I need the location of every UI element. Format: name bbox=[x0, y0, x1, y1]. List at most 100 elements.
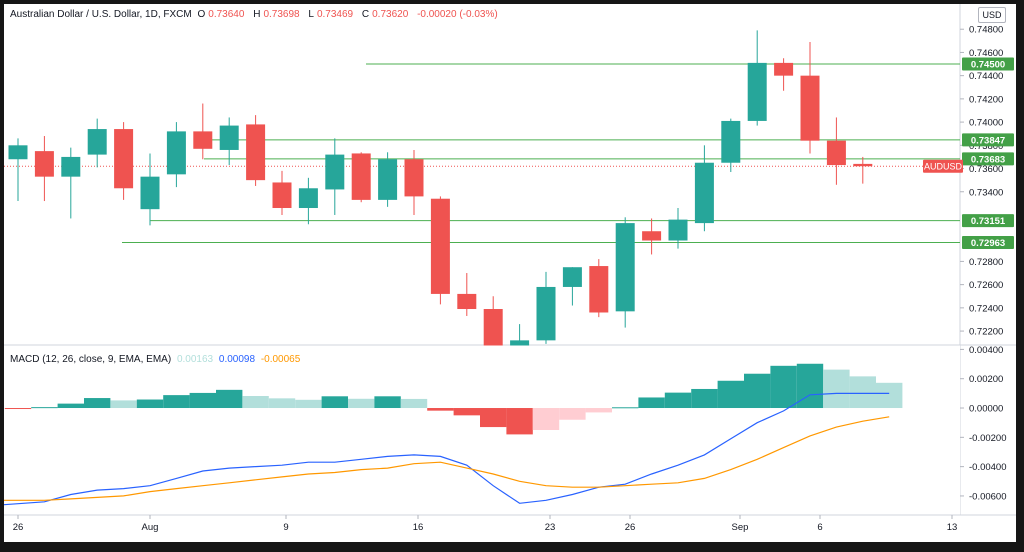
macd-histogram-bar bbox=[770, 365, 797, 409]
macd-tick-label: -0.00400 bbox=[969, 462, 1007, 473]
candle-body bbox=[87, 129, 107, 155]
macd-lines bbox=[4, 392, 890, 506]
macd-tick-label: -0.00600 bbox=[969, 491, 1007, 502]
macd-histogram-bar bbox=[612, 407, 639, 409]
candle-body bbox=[8, 145, 28, 160]
macd-histogram-bar bbox=[717, 380, 744, 409]
macd-histogram-bar bbox=[664, 392, 692, 409]
symbol-price-label: AUDUSD bbox=[924, 162, 963, 172]
candle-body bbox=[615, 223, 635, 312]
price-tick-label: 0.72600 bbox=[969, 280, 1003, 291]
macd-title[interactable]: MACD (12, 26, close, 9, EMA, EMA) bbox=[10, 354, 172, 365]
chart-window: 0.74800 0.74600 0.74400 0.74200 0.74000 0.738… bbox=[4, 4, 1016, 542]
candle-body bbox=[562, 267, 582, 287]
candle-body bbox=[193, 131, 213, 149]
level-price-badge bbox=[962, 57, 1014, 71]
time-tick-label: 13 bbox=[947, 522, 958, 533]
time-tick-label: 16 bbox=[413, 522, 424, 533]
macd-histogram-bar bbox=[532, 408, 560, 430]
symbol-price-badge bbox=[923, 159, 963, 173]
macd-histogram-bar bbox=[585, 408, 612, 413]
candle-body bbox=[61, 156, 81, 177]
time-axis[interactable]: 26 Aug 9 16 23 26 Sep 6 13 bbox=[13, 515, 958, 533]
candle-body bbox=[747, 62, 767, 121]
level-price-label: 0.74500 bbox=[971, 60, 1005, 71]
candle-body bbox=[800, 75, 820, 141]
macd-histogram-bar bbox=[268, 398, 296, 409]
macd-histogram-bar bbox=[163, 395, 190, 409]
macd-histogram-bar bbox=[4, 408, 32, 410]
candle-body bbox=[404, 159, 424, 197]
macd-histogram-bar bbox=[691, 388, 718, 409]
candle-body bbox=[351, 153, 371, 200]
macd-tick-label: 0.00200 bbox=[969, 374, 1003, 385]
macd-histogram bbox=[4, 363, 903, 435]
time-tick-label: 6 bbox=[817, 522, 822, 533]
level-price-badge bbox=[962, 152, 1014, 166]
macd-legend: MACD (12, 26, close, 9, EMA, EMA) 0.0016… bbox=[10, 353, 303, 366]
time-tick-label: Aug bbox=[142, 522, 159, 533]
candle-body bbox=[668, 219, 688, 241]
macd-histogram-bar bbox=[480, 408, 507, 428]
time-tick-label: 9 bbox=[283, 522, 288, 533]
macd-hist-value: 0.00163 bbox=[176, 354, 214, 365]
price-tick-label: 0.74200 bbox=[969, 94, 1003, 105]
candle-body bbox=[166, 131, 186, 175]
symbol-legend: Australian Dollar / U.S. Dollar, 1D, FXC… bbox=[10, 8, 501, 21]
macd-tick-label: 0.00400 bbox=[969, 345, 1003, 356]
candle-body bbox=[483, 309, 503, 349]
level-badges: 0.74500 0.73847 0.73683 0.73151 0.72963 AUDUS… bbox=[923, 57, 1014, 249]
macd-histogram-bar bbox=[876, 382, 903, 409]
candle-body bbox=[246, 124, 266, 181]
macd-histogram-bar bbox=[823, 369, 850, 409]
price-tick-label: 0.74400 bbox=[969, 71, 1003, 82]
price-tick-label: 0.72200 bbox=[969, 327, 1003, 338]
candle-body bbox=[774, 62, 794, 76]
level-price-label: 0.73847 bbox=[971, 135, 1005, 146]
level-price-label: 0.73683 bbox=[971, 154, 1005, 165]
price-tick-label: 0.73400 bbox=[969, 187, 1003, 198]
macd-histogram-bar bbox=[559, 408, 586, 420]
candle-body bbox=[642, 231, 662, 241]
ohlc-low: L 0.73469 bbox=[308, 9, 354, 20]
macd-histogram-bar bbox=[400, 398, 428, 409]
macd-histogram-bar bbox=[374, 396, 401, 409]
candle-body bbox=[457, 293, 477, 310]
candle-body bbox=[721, 120, 741, 163]
macd-histogram-bar bbox=[110, 400, 137, 409]
symbol-title[interactable]: Australian Dollar / U.S. Dollar, 1D, FXC… bbox=[10, 9, 192, 20]
price-change: -0.00020 (-0.03%) bbox=[417, 9, 498, 20]
macd-histogram-bar bbox=[427, 408, 454, 411]
candle-body bbox=[378, 159, 398, 200]
macd-histogram-bar bbox=[189, 392, 216, 409]
signal-line bbox=[4, 416, 890, 501]
currency-button[interactable]: USD bbox=[978, 7, 1006, 23]
candle-body bbox=[140, 176, 160, 210]
price-tick-label: 0.74800 bbox=[969, 25, 1003, 36]
macd-histogram-bar bbox=[216, 389, 243, 409]
candle-body bbox=[325, 154, 345, 190]
macd-histogram-bar bbox=[796, 363, 824, 409]
time-tick-label: Sep bbox=[732, 522, 749, 533]
macd-tick-label: 0.00000 bbox=[969, 404, 1003, 415]
candle-body bbox=[694, 162, 714, 224]
macd-tick-label: -0.00200 bbox=[969, 433, 1007, 444]
level-price-label: 0.73151 bbox=[971, 216, 1006, 227]
time-tick-label: 23 bbox=[545, 522, 556, 533]
candle-body bbox=[536, 286, 556, 341]
chart-canvas[interactable]: 0.74800 0.74600 0.74400 0.74200 0.74000 0.738… bbox=[4, 4, 1016, 542]
candle-body bbox=[34, 151, 54, 177]
level-price-label: 0.72963 bbox=[971, 238, 1005, 249]
price-tick-label: 0.74600 bbox=[969, 48, 1003, 59]
candle-body bbox=[826, 140, 846, 166]
macd-histogram-bar bbox=[744, 373, 771, 409]
level-price-badge bbox=[962, 133, 1014, 147]
price-axis[interactable]: 0.74800 0.74600 0.74400 0.74200 0.74000 0.738… bbox=[960, 25, 1007, 503]
macd-histogram-bar bbox=[136, 399, 164, 409]
ohlc-high: H 0.73698 bbox=[253, 9, 300, 20]
price-tick-label: 0.72800 bbox=[969, 257, 1003, 268]
candle-body bbox=[430, 198, 450, 294]
macd-signal-value: -0.00065 bbox=[260, 354, 301, 365]
macd-histogram-bar bbox=[57, 403, 84, 409]
macd-histogram-bar bbox=[348, 398, 375, 409]
